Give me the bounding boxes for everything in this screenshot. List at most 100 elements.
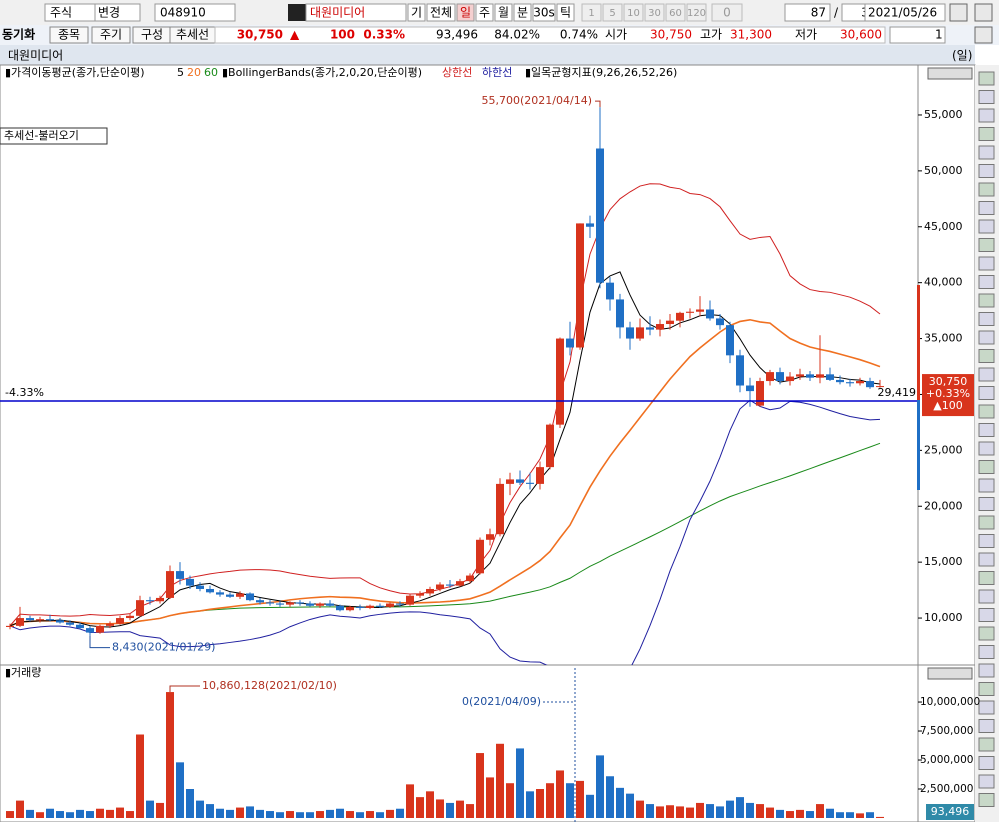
minute-button[interactable]	[665, 3, 686, 22]
tool-icon[interactable]	[978, 497, 995, 511]
minute-label: 1	[588, 8, 594, 19]
tool-icon[interactable]	[978, 774, 995, 789]
tool-icon[interactable]	[978, 182, 995, 197]
sync: 동기화	[2, 27, 35, 42]
tool-icon[interactable]	[978, 423, 995, 437]
y-tick-label: 10,000,000	[920, 696, 980, 708]
minute-button[interactable]	[581, 3, 602, 22]
period-button[interactable]	[475, 3, 494, 22]
tool-icon[interactable]	[978, 552, 995, 567]
tool-icon[interactable]	[978, 645, 995, 659]
period-button[interactable]	[456, 3, 475, 22]
y-tick-label: 50,000	[924, 164, 963, 177]
icon[interactable]	[974, 3, 993, 22]
tool-icon[interactable]	[978, 90, 995, 104]
minute-button[interactable]	[686, 3, 707, 22]
offset-input[interactable]	[711, 3, 743, 22]
tool-icon[interactable]	[978, 756, 995, 770]
tool-icon[interactable]	[978, 275, 995, 289]
volume-bar	[306, 812, 314, 818]
candle-body	[716, 318, 724, 326]
add-button[interactable]	[974, 26, 993, 44]
y-tick-label: 40,000	[924, 276, 963, 289]
candle-body	[606, 282, 614, 300]
period-button[interactable]	[407, 3, 426, 22]
period-button[interactable]	[426, 3, 456, 22]
legend-ma60: 60	[204, 66, 218, 79]
tool-icon[interactable]	[978, 478, 995, 493]
tool-icon[interactable]	[978, 626, 995, 641]
tool-icon[interactable]	[978, 737, 995, 752]
code-input[interactable]	[154, 3, 236, 22]
tool-icon[interactable]	[978, 571, 995, 585]
high-label: 고가	[700, 28, 722, 42]
tool-icon[interactable]	[978, 201, 995, 215]
change-button[interactable]	[94, 3, 141, 22]
icon[interactable]	[288, 4, 306, 21]
tool-icon[interactable]	[978, 312, 995, 326]
tool-icon[interactable]	[978, 330, 995, 345]
qty-select[interactable]	[889, 26, 946, 44]
tool-icon[interactable]	[978, 108, 995, 123]
tool-icon[interactable]	[978, 349, 995, 363]
period-label: 기	[411, 6, 422, 20]
minute-button[interactable]	[602, 3, 623, 22]
candle-body	[296, 602, 304, 604]
tool-icon[interactable]	[978, 404, 995, 419]
info-button-label: 구성	[141, 28, 163, 42]
tool-icon[interactable]	[978, 441, 995, 456]
tool-icon[interactable]	[978, 460, 995, 474]
volume-bar	[236, 807, 244, 818]
candle-body	[566, 338, 574, 348]
tool-icon[interactable]	[978, 663, 995, 678]
tool-icon[interactable]	[978, 589, 995, 604]
tool-icon[interactable]	[978, 127, 995, 141]
period-button[interactable]	[513, 3, 532, 22]
info-button[interactable]	[49, 26, 89, 44]
period-button[interactable]	[556, 3, 575, 22]
tool-icon[interactable]	[978, 386, 995, 400]
date-input[interactable]	[864, 3, 946, 22]
candle-body	[676, 312, 684, 321]
tool-icon[interactable]	[978, 164, 995, 178]
minute-button[interactable]	[623, 3, 644, 22]
trend-button[interactable]	[0, 127, 108, 145]
tool-icon[interactable]	[978, 719, 995, 733]
candle-body	[536, 467, 544, 484]
volume-title: ▮거래량	[5, 666, 41, 679]
tool-icon[interactable]	[978, 534, 995, 548]
volume-bar	[116, 807, 124, 818]
open-label: 시가	[605, 28, 627, 42]
y-tick-label: 5,000,000	[920, 754, 973, 766]
volume-bar	[796, 809, 804, 818]
tool-icon[interactable]	[978, 515, 995, 530]
tool-icon[interactable]	[978, 682, 995, 696]
tool-icon[interactable]	[978, 793, 995, 807]
tool-icon[interactable]	[978, 608, 995, 622]
candle-body	[686, 311, 694, 313]
icon[interactable]	[949, 3, 968, 22]
info-button[interactable]	[91, 26, 131, 44]
tool-icon[interactable]	[978, 367, 995, 382]
volume-bar	[256, 809, 264, 818]
tool-icon[interactable]	[978, 238, 995, 252]
candle-body	[476, 539, 484, 574]
tool-icon[interactable]	[978, 293, 995, 308]
tool-icon[interactable]	[978, 71, 995, 86]
tool-icon[interactable]	[978, 256, 995, 271]
volume-bar	[756, 804, 764, 818]
period-label: 틱	[560, 6, 571, 20]
candle-body	[56, 620, 64, 623]
minute-button[interactable]	[644, 3, 665, 22]
candle-body	[106, 623, 114, 626]
volume-bar	[136, 734, 144, 818]
period-label: 주	[479, 6, 490, 20]
tool-icon[interactable]	[978, 145, 995, 160]
period-button[interactable]	[494, 3, 513, 22]
period-button[interactable]	[532, 3, 556, 22]
tool-icon[interactable]	[978, 219, 995, 234]
tool-icon[interactable]	[978, 700, 995, 715]
volume-bar	[866, 812, 874, 818]
last-price: 30,750	[929, 375, 968, 388]
count-input[interactable]	[784, 3, 831, 22]
